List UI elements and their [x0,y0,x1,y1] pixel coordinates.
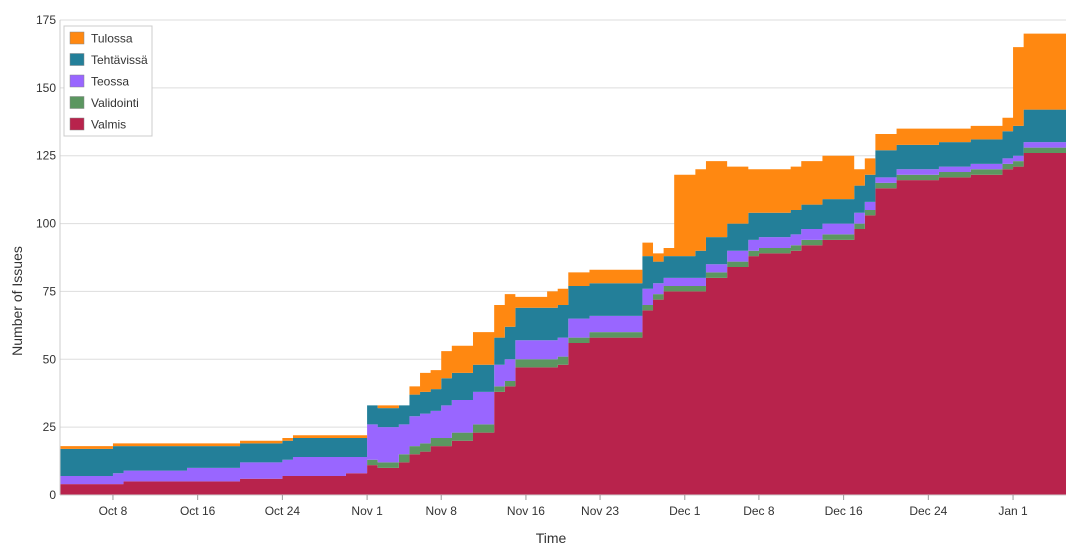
x-tick-label: Nov 1 [351,504,383,518]
legend-swatch-teossa [69,74,85,88]
y-tick-label: 175 [36,13,56,27]
x-tick-label: Nov 8 [426,504,458,518]
axes [59,20,1066,496]
legend-swatch-valmis [69,117,85,131]
x-tick-label: Oct 24 [265,504,301,518]
legend-label-tulossa: Tulossa [91,32,133,46]
y-tick-label: 150 [36,81,56,95]
x-tick-label: Dec 16 [825,504,863,518]
y-tick-label: 25 [43,420,57,434]
x-axis-title: Time [536,530,567,546]
legend-swatch-validointi [69,96,85,109]
y-tick-label: 125 [36,149,56,163]
y-tick-label: 50 [43,352,57,366]
y-tick-label: 75 [43,284,57,298]
x-tick-label: Oct 8 [99,504,128,518]
legend-label-teossa: Teossa [91,75,129,89]
x-tick-labels: Oct 8 Oct 16 Oct 24 Nov 1 Nov 8 Nov 16 Nov 23 D… [99,495,1028,518]
x-tick-label: Dec 24 [909,504,947,518]
legend-swatch-tulossa [69,31,85,45]
x-tick-label: Oct 16 [180,504,216,518]
y-axis-title: Number of Issues [9,246,25,356]
legend-swatch-teht-viss- [69,53,85,66]
y-tick-label: 0 [49,488,56,502]
y-tick-label: 100 [36,217,56,231]
y-tick-labels: 0 25 50 75 100 125 150 175 [36,13,56,502]
series-areas [60,28,1066,496]
x-tick-label: Nov 16 [507,504,545,518]
legend-label-valmis: Valmis [91,118,126,132]
x-tick-label: Dec 8 [743,504,775,518]
series-area-valmis [60,131,1066,496]
x-tick-label: Jan 1 [998,504,1028,518]
legend: Tulossa Tehtävissä Teossa Validointi Valmis [63,25,153,137]
x-tick-label: Nov 23 [581,504,619,518]
legend-label-teht-viss-: Tehtävissä [91,53,148,67]
legend-label-validointi: Validointi [91,96,139,110]
x-tick-label: Dec 1 [669,504,701,518]
